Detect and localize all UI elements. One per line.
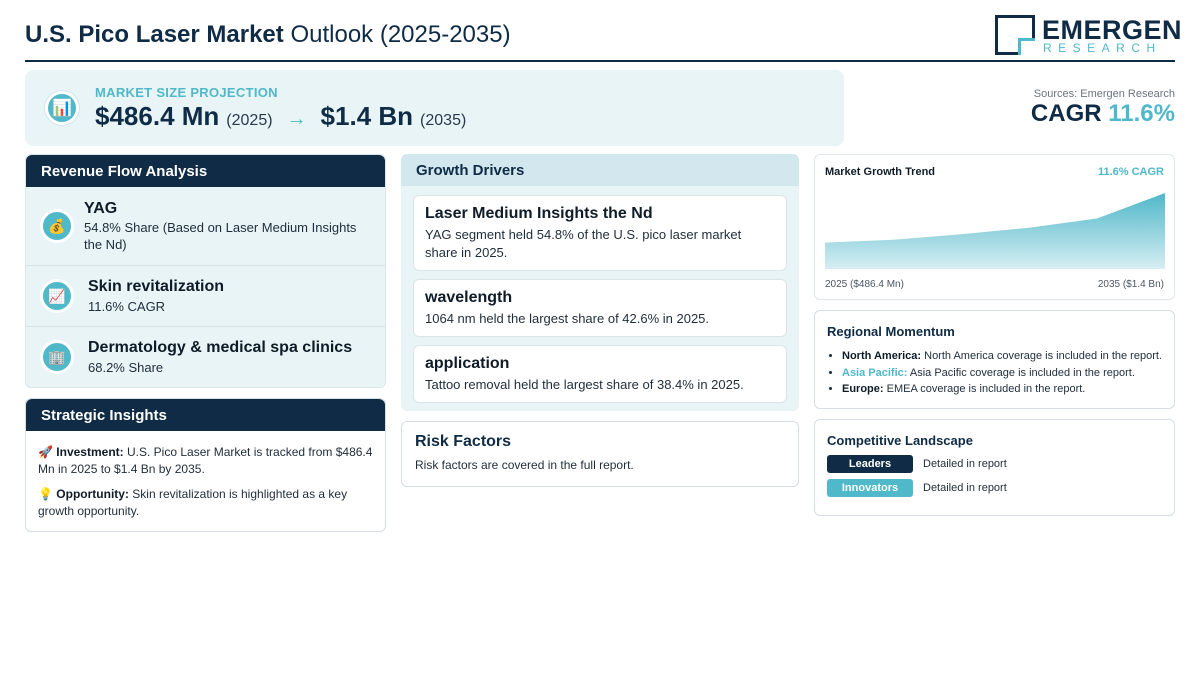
growth-area — [825, 193, 1165, 269]
sources-note: Sources: Emergen Research — [1033, 88, 1175, 100]
end-value: $1.4 Bn — [320, 101, 414, 131]
competitive-landscape-title: Competitive Landscape — [827, 433, 973, 448]
start-year: (2025) — [226, 112, 273, 129]
trend-cagr-label: 11.6% CAGR — [1097, 166, 1164, 178]
logo-mark-icon — [995, 15, 1035, 55]
rocket-icon: 🚀 — [38, 445, 53, 459]
revenue-item-sub: 11.6% CAGR — [88, 299, 166, 314]
region-list: North America: North America coverage is… — [842, 348, 1172, 398]
strategic-insights-title: Strategic Insights — [26, 399, 385, 431]
driver-card: wavelength 1064 nm held the largest shar… — [413, 279, 787, 337]
trend-end-label: 2035 ($1.4 Bn) — [1097, 279, 1164, 290]
market-growth-trend-card: Market Growth Trend 11.6% CAGR 2025 ($48… — [814, 154, 1175, 300]
projection-label: MARKET SIZE PROJECTION — [95, 85, 278, 100]
arrow-right-icon: → — [286, 108, 307, 130]
start-value: $486.4 Mn — [95, 101, 220, 131]
page-title-suffix: Outlook (2025-2035) — [290, 21, 511, 48]
end-year: (2035) — [420, 112, 467, 129]
region-text: North America coverage is included in th… — [924, 350, 1162, 362]
revenue-item-title: Dermatology & medical spa clinics — [88, 339, 353, 356]
revenue-item-title: Skin revitalization — [88, 278, 225, 295]
revenue-item: 🏢 Dermatology & medical spa clinics 68.2… — [26, 327, 385, 387]
innovators-badge: Innovators — [827, 479, 913, 497]
competitive-landscape-panel: Competitive Landscape Leaders Detailed i… — [814, 419, 1175, 516]
page-header: U.S. Pico Laser Market Outlook (2025-203… — [25, 12, 1182, 62]
revenue-flow-title: Revenue Flow Analysis — [26, 155, 385, 187]
trend-start-label: 2025 ($486.4 Mn) — [825, 279, 904, 290]
leaders-badge: Leaders — [827, 455, 913, 473]
regional-momentum-title: Regional Momentum — [827, 324, 955, 339]
growth-area-chart — [825, 193, 1165, 269]
opportunity-label: Opportunity: — [56, 487, 129, 501]
driver-card: application Tattoo removal held the larg… — [413, 345, 787, 403]
revenue-item-title: YAG — [84, 200, 118, 217]
list-item: Europe: EMEA coverage is included in the… — [842, 381, 1172, 398]
innovators-detail: Detailed in report — [923, 482, 1007, 494]
strategic-insights-panel: Strategic Insights 🚀 Investment: U.S. Pi… — [25, 398, 386, 532]
region-name: Europe: — [842, 383, 884, 395]
list-item: Asia Pacific: Asia Pacific coverage is i… — [842, 365, 1172, 382]
risk-factors-title: Risk Factors — [415, 433, 512, 450]
page-title-main: U.S. Pico Laser Market — [25, 21, 284, 48]
logo-subtitle: RESEARCH — [1043, 41, 1162, 55]
logo-wordmark: EMERGEN — [1042, 15, 1183, 45]
driver-heading: application — [425, 355, 510, 372]
page-title: U.S. Pico Laser Market Outlook (2025-203… — [25, 21, 511, 49]
building-icon: 🏢 — [40, 340, 74, 374]
trend-chart-icon: 📈 — [40, 279, 74, 313]
opportunity-text: Skin revitalization is highlighted as a … — [38, 487, 348, 518]
revenue-item: 📈 Skin revitalization 11.6% CAGR — [26, 266, 385, 327]
driver-text: 1064 nm held the largest share of 42.6% … — [425, 311, 710, 326]
driver-text: YAG segment held 54.8% of the U.S. pico … — [425, 227, 742, 260]
bar-chart-icon: 📊 — [45, 91, 79, 125]
driver-card: Laser Medium Insights the Nd YAG segment… — [413, 195, 787, 271]
risk-factors-panel: Risk Factors Risk factors are covered in… — [401, 421, 799, 487]
projection-values: $486.4 Mn (2025) → $1.4 Bn (2035) — [95, 101, 466, 132]
cagr-label: CAGR — [1030, 100, 1102, 127]
growth-drivers-panel: Growth Drivers Laser Medium Insights the… — [401, 154, 799, 411]
region-text: EMEA coverage is included in the report. — [886, 383, 1086, 395]
revenue-item-sub: 54.8% Share (Based on Laser Medium Insig… — [84, 220, 357, 252]
leaders-detail: Detailed in report — [923, 458, 1007, 470]
driver-text: Tattoo removal held the largest share of… — [425, 377, 744, 392]
region-text: Asia Pacific coverage is included in the… — [909, 366, 1135, 379]
cagr-value: 11.6% — [1108, 100, 1175, 127]
market-size-banner: 📊 MARKET SIZE PROJECTION $486.4 Mn (2025… — [25, 70, 844, 146]
region-name: North America: — [842, 350, 922, 362]
regional-momentum-panel: Regional Momentum North America: North A… — [814, 310, 1175, 409]
investment-label: Investment: — [56, 445, 124, 459]
list-item: North America: North America coverage is… — [842, 348, 1172, 365]
revenue-item-sub: 68.2% Share — [88, 360, 164, 375]
revenue-item: 💰 YAG 54.8% Share (Based on Laser Medium… — [26, 187, 385, 266]
revenue-flow-panel: Revenue Flow Analysis 💰 YAG 54.8% Share … — [25, 154, 386, 388]
risk-factors-text: Risk factors are covered in the full rep… — [415, 458, 634, 472]
cagr-summary: CAGR 11.6% — [1031, 100, 1175, 128]
driver-heading: wavelength — [425, 289, 513, 306]
driver-heading: Laser Medium Insights the Nd — [425, 205, 653, 222]
emergen-logo: EMERGEN RESEARCH — [995, 14, 1182, 56]
trend-title: Market Growth Trend — [825, 166, 936, 178]
growth-drivers-title: Growth Drivers — [401, 154, 799, 186]
money-bag-icon: 💰 — [40, 209, 74, 243]
lightbulb-icon: 💡 — [38, 487, 53, 501]
opportunity-insight: 💡 Opportunity: Skin revitalization is hi… — [38, 486, 376, 519]
region-name: Asia Pacific: — [842, 366, 908, 379]
investment-text: U.S. Pico Laser Market is tracked from $… — [38, 445, 373, 476]
investment-insight: 🚀 Investment: U.S. Pico Laser Market is … — [38, 444, 376, 477]
